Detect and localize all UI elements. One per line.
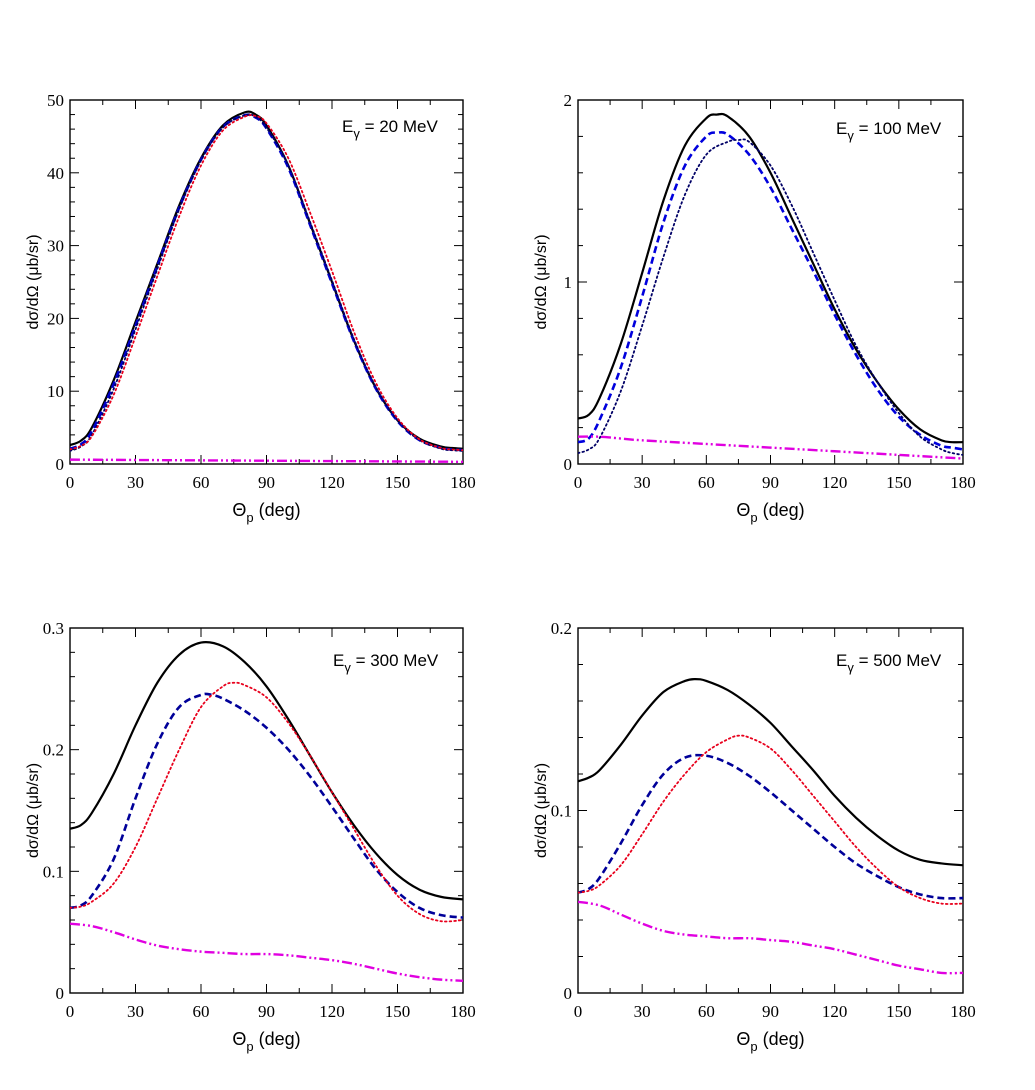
x-tick-label: 180 (450, 473, 476, 492)
energy-annotation: Eγ = 500 MeV (836, 651, 942, 675)
y-tick-label: 50 (47, 91, 64, 110)
x-tick-label: 120 (319, 1002, 345, 1021)
x-tick-label: 90 (258, 1002, 275, 1021)
series-line-dashed (70, 113, 463, 452)
x-tick-label: 0 (66, 1002, 75, 1021)
series-line-dotted (70, 113, 463, 452)
series-line-dashdotdot (578, 435, 963, 460)
series-line-dashed (578, 130, 963, 451)
x-tick-label: 60 (698, 1002, 715, 1021)
y-tick-label: 30 (47, 237, 64, 256)
chart-panel-2: 0 30 60 90 120 150 180 0 1 2 Θp (deg) dσ/dΩ (μb/sr)… (533, 91, 976, 525)
y-tick-label: 0.3 (43, 619, 64, 638)
y-axis-label: dσ/dΩ (μb/sr) (533, 763, 550, 858)
y-axis-label: dσ/dΩ (μb/sr) (533, 234, 550, 329)
series-line-dotted (70, 681, 463, 923)
series-line-dashdotdot (70, 922, 463, 983)
x-tick-label: 150 (385, 1002, 411, 1021)
x-tick-label: 30 (634, 473, 651, 492)
plot-frame (577, 627, 964, 994)
x-tick-label: 90 (762, 473, 779, 492)
y-axis-label: dσ/dΩ (μb/sr) (25, 234, 42, 329)
series-line-solid (70, 110, 463, 450)
x-tick-label: 120 (822, 473, 848, 492)
plot-frame (69, 627, 464, 994)
y-tick-label: 0 (56, 984, 65, 1003)
y-tick-label: 0.1 (551, 802, 572, 821)
x-tick-label: 60 (193, 473, 210, 492)
x-axis-label: Θp (deg) (736, 1029, 804, 1054)
chart-panel-3: 0 30 60 90 120 150 180 0 0.1 0.2 0.3 Θp (deg) dσ/dΩ … (25, 619, 476, 1054)
series-line-dotted (578, 138, 963, 456)
y-tick-label: 1 (564, 273, 573, 292)
chart-panel-4: 0 30 60 90 120 150 180 0 0.1 0.2 Θp (deg) dσ/dΩ (μb… (533, 619, 976, 1054)
x-tick-label: 30 (127, 473, 144, 492)
x-tick-label: 0 (574, 1002, 583, 1021)
x-axis-label: Θp (deg) (736, 500, 804, 525)
x-tick-label: 60 (193, 1002, 210, 1021)
x-tick-label: 60 (698, 473, 715, 492)
series-line-dotted (578, 734, 963, 905)
series-line-solid (578, 677, 963, 867)
x-tick-label: 150 (886, 1002, 912, 1021)
y-tick-label: 40 (47, 164, 64, 183)
plot-frame (577, 99, 964, 465)
y-tick-label: 0.2 (551, 619, 572, 638)
series-line-dashed (578, 753, 963, 900)
x-tick-label: 180 (950, 1002, 976, 1021)
y-tick-label: 2 (564, 91, 573, 110)
y-tick-label: 0 (56, 455, 65, 474)
series-line-dotted (70, 114, 463, 452)
x-tick-label: 90 (258, 473, 275, 492)
y-tick-label: 20 (47, 309, 64, 328)
x-tick-label: 30 (634, 1002, 651, 1021)
x-tick-label: 30 (127, 1002, 144, 1021)
series-line-dashed (70, 692, 463, 919)
x-tick-label: 180 (950, 473, 976, 492)
x-tick-label: 120 (319, 473, 345, 492)
series-line-dashdotdot (70, 458, 463, 464)
y-tick-label: 0.1 (43, 862, 64, 881)
x-axis-label: Θp (deg) (232, 1029, 300, 1054)
energy-annotation: Eγ = 20 MeV (342, 117, 438, 141)
x-tick-label: 150 (385, 473, 411, 492)
chart-panel-1: 0 30 60 90 120 150 180 0 10 20 30 40 50 Θp (deg) dσ/dΩ… (25, 91, 476, 525)
y-tick-label: 0.2 (43, 741, 64, 760)
y-tick-label: 0 (564, 455, 573, 474)
x-tick-label: 0 (574, 473, 583, 492)
x-tick-label: 150 (886, 473, 912, 492)
y-tick-label: 0 (564, 984, 573, 1003)
x-tick-label: 120 (822, 1002, 848, 1021)
x-axis-label: Θp (deg) (232, 500, 300, 525)
energy-annotation: Eγ = 300 MeV (333, 651, 439, 675)
energy-annotation: Eγ = 100 MeV (836, 119, 942, 143)
plot-frame (69, 99, 464, 465)
series-line-solid (578, 112, 963, 444)
x-tick-label: 90 (762, 1002, 779, 1021)
x-tick-label: 180 (450, 1002, 476, 1021)
y-tick-label: 10 (47, 382, 64, 401)
x-tick-label: 0 (66, 473, 75, 492)
series-line-solid (70, 641, 463, 901)
series-line-dashdotdot (578, 900, 963, 975)
y-axis-label: dσ/dΩ (μb/sr) (25, 763, 42, 858)
